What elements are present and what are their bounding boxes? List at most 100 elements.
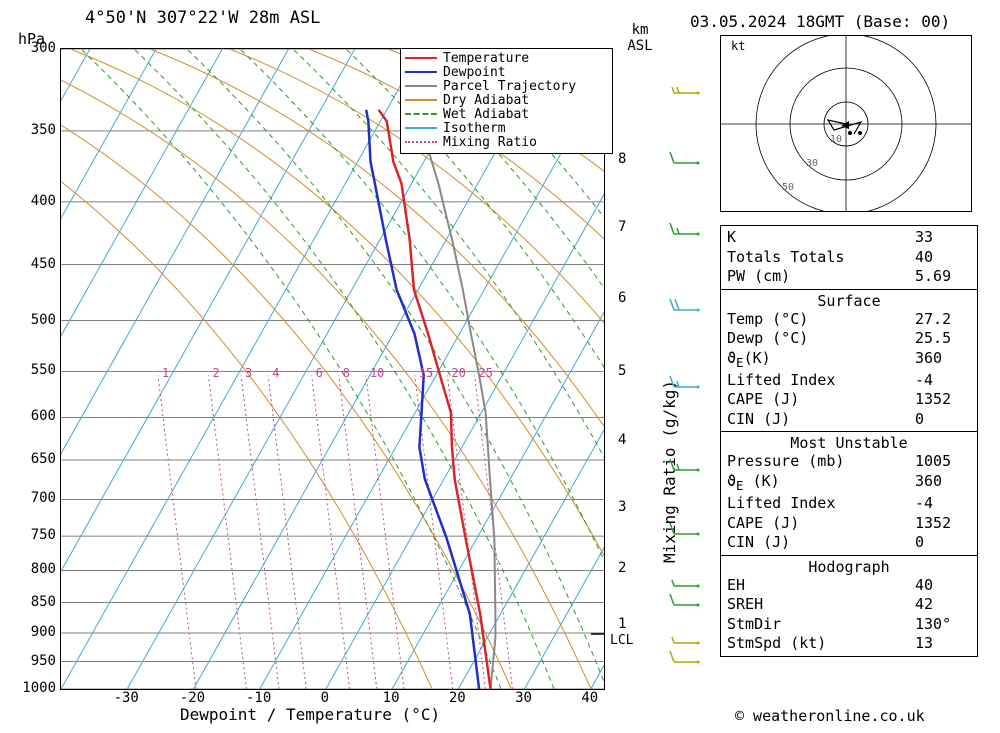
mixing-label: 6 [316,366,323,380]
xtick: 40 [570,690,610,706]
data-value: 27.2 [915,310,971,330]
legend-label: Dry Adiabat [443,93,529,108]
hodograph-panel: 103050kt [720,35,972,212]
mixing-label: 4 [272,366,279,380]
data-key: SREH [727,595,915,615]
data-row: CAPE (J)1352 [721,390,977,410]
section-title: Most Unstable [721,434,977,452]
wind-barb [668,519,698,549]
xtick: 30 [504,690,544,706]
data-value: -4 [915,371,971,391]
data-section: Most UnstablePressure (mb)1005ϑE (K)360L… [721,432,977,555]
data-value: 40 [915,576,971,596]
legend-line [405,141,437,143]
data-section: HodographEH40SREH42StmDir130°StmSpd (kt)… [721,556,977,656]
data-row: K33 [721,228,977,248]
data-key: CAPE (J) [727,514,915,534]
ytick-right: 5 [618,363,638,379]
legend-row: Dewpoint [405,65,608,79]
xtick: -20 [172,690,212,706]
data-row: CIN (J)0 [721,410,977,430]
ytick-left: 650 [20,451,56,467]
data-value: 1352 [915,514,971,534]
mixing-label: 8 [343,366,350,380]
data-row: ϑE(K)360 [721,349,977,371]
svg-text:kt: kt [731,39,745,53]
data-value: 130° [915,615,971,635]
svg-text:50: 50 [782,182,794,193]
ytick-right: 1 [618,616,638,632]
ytick-left: 400 [20,193,56,209]
legend: TemperatureDewpointParcel TrajectoryDry … [400,48,613,154]
data-row: StmDir130° [721,615,977,635]
data-value: 25.5 [915,329,971,349]
lcl-label: LCL [610,633,633,648]
data-value: 360 [915,472,971,494]
xtick: 10 [371,690,411,706]
wind-barb [668,78,698,108]
data-key: ϑE (K) [727,472,915,494]
ytick-left: 950 [20,653,56,669]
data-key: StmDir [727,615,915,635]
ytick-right: 6 [618,290,638,306]
data-panel: K33Totals Totals40PW (cm)5.69SurfaceTemp… [720,225,978,657]
mixing-label: 15 [419,366,433,380]
data-key: PW (cm) [727,267,915,287]
svg-text:30: 30 [806,158,818,169]
ytick-right: 8 [618,151,638,167]
ytick-left: 1000 [20,680,56,696]
data-section: K33Totals Totals40PW (cm)5.69 [721,226,977,290]
legend-label: Mixing Ratio [443,135,537,150]
ytick-left: 800 [20,561,56,577]
data-key: K [727,228,915,248]
ytick-right: 2 [618,560,638,576]
wind-barb [668,455,698,485]
wind-barb [668,590,698,620]
data-key: Lifted Index [727,371,915,391]
wind-barb [668,148,698,178]
wind-barb [668,647,698,677]
mixing-label: 3 [245,366,252,380]
data-value: 0 [915,533,971,553]
location-title: 4°50'N 307°22'W 28m ASL [85,8,320,28]
data-row: EH40 [721,576,977,596]
ytick-right: 3 [618,499,638,515]
y-axis-right-label: kmASL [620,22,660,54]
legend-row: Parcel Trajectory [405,79,608,93]
data-row: ϑE (K)360 [721,472,977,494]
data-key: EH [727,576,915,596]
legend-line [405,113,437,115]
legend-row: Temperature [405,51,608,65]
datetime-title: 03.05.2024 18GMT (Base: 00) [690,12,950,31]
data-row: StmSpd (kt)13 [721,634,977,654]
data-key: CIN (J) [727,533,915,553]
ytick-left: 850 [20,594,56,610]
ytick-left: 300 [20,40,56,56]
data-row: CAPE (J)1352 [721,514,977,534]
data-key: ϑE(K) [727,349,915,371]
mixing-label: 2 [212,366,219,380]
xtick: -10 [239,690,279,706]
data-key: CIN (J) [727,410,915,430]
data-row: CIN (J)0 [721,533,977,553]
legend-line [405,127,437,129]
legend-line [405,85,437,87]
wind-barb [668,219,698,249]
data-row: Temp (°C)27.2 [721,310,977,330]
data-key: StmSpd (kt) [727,634,915,654]
data-value: 360 [915,349,971,371]
data-key: Totals Totals [727,248,915,268]
data-value: -4 [915,494,971,514]
wind-barb [668,372,698,402]
data-row: Pressure (mb)1005 [721,452,977,472]
data-key: Temp (°C) [727,310,915,330]
ytick-left: 750 [20,527,56,543]
ytick-right: 4 [618,432,638,448]
data-row: Lifted Index-4 [721,494,977,514]
ytick-left: 550 [20,362,56,378]
ytick-left: 900 [20,624,56,640]
legend-label: Isotherm [443,121,506,136]
data-value: 42 [915,595,971,615]
mixing-label: 20 [451,366,465,380]
ytick-left: 700 [20,490,56,506]
